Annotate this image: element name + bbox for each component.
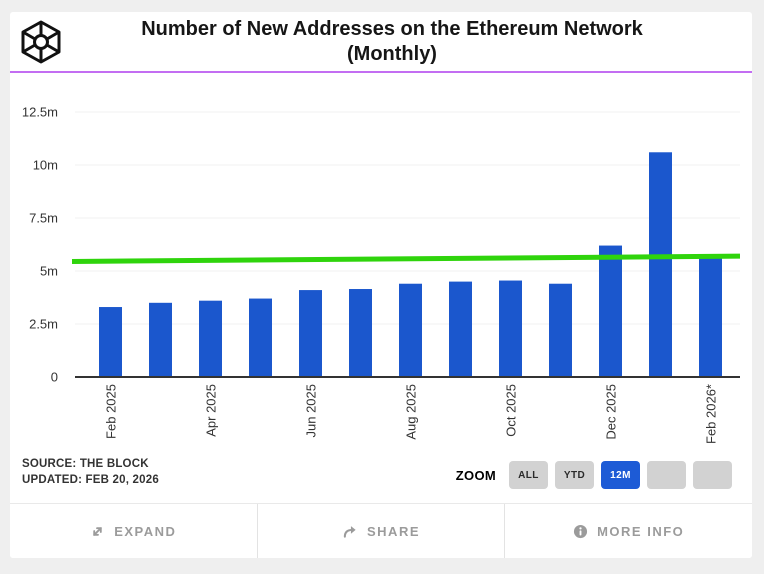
bar-Jan 2026[interactable] — [649, 152, 672, 377]
x-axis-tick-label: Jun 2025 — [304, 384, 319, 438]
y-axis-tick-label: 10m — [33, 158, 58, 173]
more-info-button[interactable]: MORE INFO — [573, 524, 684, 539]
action-bar: EXPAND SHARE MORE INFO — [10, 503, 752, 558]
y-axis-tick-label: 7.5m — [29, 211, 58, 226]
zoom-button-group: ALL YTD 12M — [509, 461, 732, 489]
x-axis-tick-label: Dec 2025 — [604, 384, 619, 440]
bar-Mar 2025[interactable] — [149, 302, 172, 377]
zoom-button-12m[interactable]: 12M — [601, 461, 640, 489]
more-info-label: MORE INFO — [597, 523, 685, 539]
bar-Jun 2025[interactable] — [299, 290, 322, 377]
source-block: SOURCE: THE BLOCK UPDATED: FEB 20, 2026 — [22, 456, 159, 488]
chart-plot-area[interactable]: 0 2.5m 5m 7.5m 10m 12.5m Feb 2025 Apr 2025 Jun 2… — [10, 74, 752, 466]
zoom-button-blank-2[interactable] — [693, 461, 732, 489]
x-axis-tick-label: Oct 2025 — [504, 384, 519, 437]
expand-button[interactable]: EXPAND — [90, 524, 176, 539]
x-axis-tick-label: Apr 2025 — [204, 384, 219, 437]
trend-line — [71, 253, 741, 264]
zoom-button-ytd[interactable]: YTD — [555, 461, 594, 489]
share-cell: SHARE — [256, 504, 505, 558]
y-axis-tick-label: 12.5m — [22, 105, 58, 120]
bar-Sep 2025[interactable] — [449, 281, 472, 377]
the-block-logo-icon — [21, 20, 61, 63]
expand-icon — [93, 526, 102, 536]
x-axis-tick-label: Aug 2025 — [404, 384, 419, 440]
zoom-button-all[interactable]: ALL — [509, 461, 548, 489]
bar-Apr 2025[interactable] — [199, 300, 222, 377]
share-label: SHARE — [367, 523, 421, 539]
info-icon — [574, 524, 588, 538]
bar-Feb 2026*[interactable] — [699, 257, 722, 377]
share-icon — [343, 525, 356, 538]
expand-label: EXPAND — [114, 523, 177, 539]
widget-header: Number of New Addresses on the Ethereum … — [10, 12, 752, 71]
bar-Feb 2025[interactable] — [99, 307, 122, 377]
zoom-label: ZOOM — [455, 467, 496, 483]
bar-Aug 2025[interactable] — [399, 283, 422, 377]
expand-cell: EXPAND — [10, 504, 257, 558]
bar-Jul 2025[interactable] — [349, 289, 372, 377]
x-axis-tick-label: Feb 2026* — [704, 384, 719, 444]
y-axis-tick-label: 2.5m — [29, 317, 58, 332]
updated-text: UPDATED: FEB 20, 2026 — [22, 474, 159, 486]
source-text: SOURCE: THE BLOCK — [22, 458, 149, 470]
bar-Nov 2025[interactable] — [549, 283, 572, 377]
more-info-cell: MORE INFO — [504, 504, 752, 558]
page-title: Number of New Addresses on the Ethereum … — [72, 17, 752, 67]
chart-title-line1: Number of New Addresses on the Ethereum … — [141, 17, 643, 40]
y-axis-tick-label: 0 — [51, 370, 58, 385]
x-axis-tick-label: Feb 2025 — [104, 384, 119, 439]
zoom-controls: ZOOM ALL YTD 12M — [456, 461, 732, 489]
chart-widget-card: Number of New Addresses on the Ethereum … — [10, 12, 752, 558]
bar-May 2025[interactable] — [249, 298, 272, 377]
bar-Oct 2025[interactable] — [499, 280, 522, 377]
bar-Dec 2025[interactable] — [599, 245, 622, 377]
zoom-button-blank-1[interactable] — [647, 461, 686, 489]
share-button[interactable]: SHARE — [342, 524, 420, 539]
chart-title-line2: (Monthly) — [347, 42, 437, 65]
the-block-logo — [10, 19, 72, 65]
accent-divider — [10, 71, 752, 73]
y-axis-tick-label: 5m — [40, 264, 58, 279]
